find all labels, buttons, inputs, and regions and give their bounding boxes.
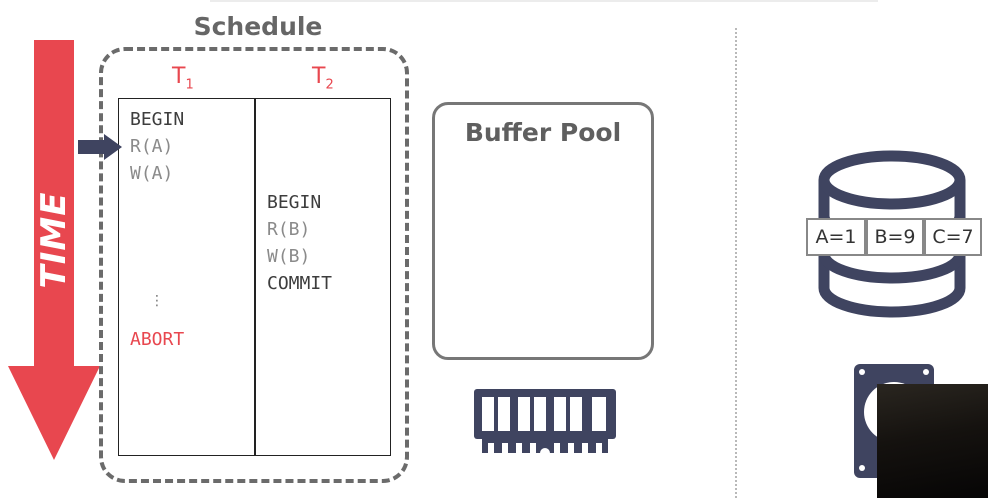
webcam-overlay (877, 384, 988, 498)
t2-read-b: R(B) (267, 219, 311, 240)
t2-begin: BEGIN (267, 192, 322, 213)
t1-begin: BEGIN (130, 109, 185, 130)
buffer-pool-title: Buffer Pool (464, 118, 622, 147)
t1-ellipsis: ⋮ (150, 293, 164, 309)
time-label: TIME (34, 191, 74, 289)
ram-icon (474, 389, 616, 458)
schedule-column-divider (254, 98, 256, 456)
db-cell-c: C=7 (924, 218, 982, 256)
section-separator (735, 28, 737, 498)
t1-abort: ABORT (130, 329, 185, 350)
t2-write-b: W(B) (267, 246, 311, 267)
db-cell-b: B=9 (866, 218, 924, 256)
t2-commit: COMMIT (267, 273, 333, 294)
buffer-pool-box (432, 102, 654, 360)
pointer-arrow-icon (78, 134, 122, 160)
t1-read-a: R(A) (130, 136, 174, 157)
t1-write-a: W(A) (130, 163, 174, 184)
schedule-title: Schedule (193, 12, 323, 41)
top-rule (210, 0, 878, 2)
t2-header: T2 (312, 64, 334, 93)
schedule-frame (99, 47, 409, 483)
t1-header: T1 (172, 64, 194, 93)
db-cell-a: A=1 (806, 218, 866, 256)
time-arrow-icon (8, 40, 100, 460)
